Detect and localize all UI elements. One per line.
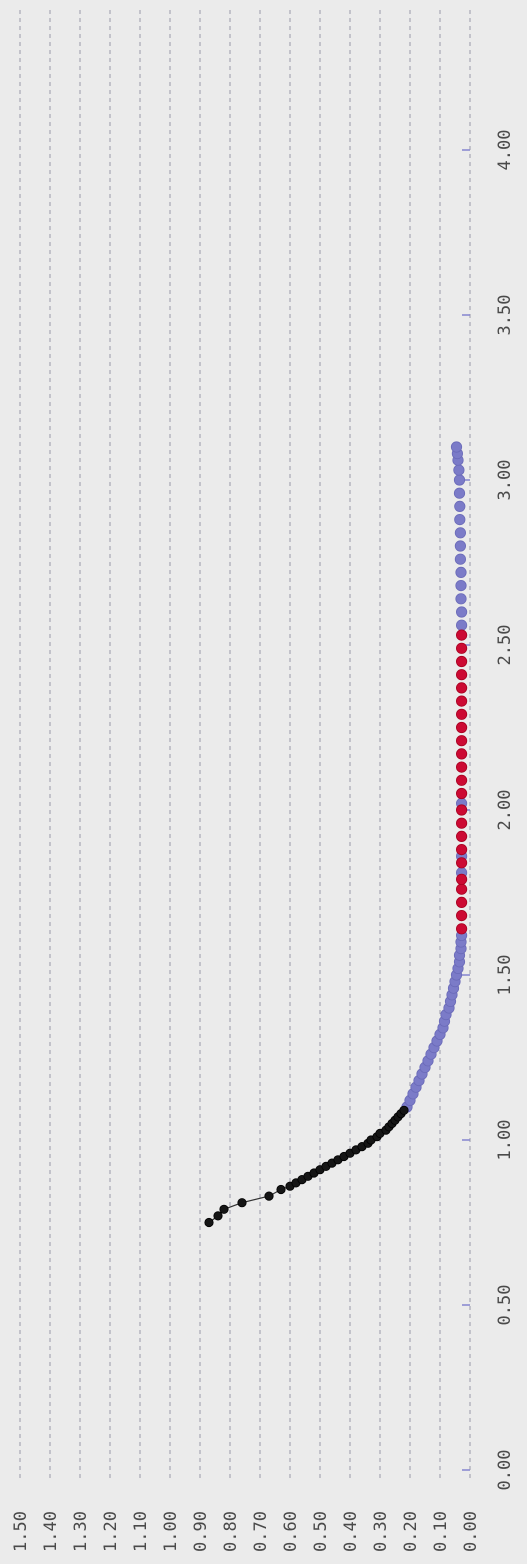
y-tick-label: 1.50 [11, 1511, 31, 1552]
data-point-red-22 [455, 629, 468, 641]
y-tick-label: 0.80 [221, 1511, 241, 1552]
data-point-black-4 [264, 1191, 274, 1201]
data-point-red-18 [455, 682, 468, 694]
data-point-red-8 [455, 817, 468, 829]
data-point-blue-34 [455, 566, 467, 579]
x-tick-label: 0.00 [495, 1450, 515, 1491]
x-tick-label: 4.00 [495, 130, 515, 171]
data-point-red-0 [455, 923, 468, 935]
data-point-black-1 [213, 1211, 223, 1221]
x-tick-label: 1.50 [495, 955, 515, 996]
data-point-red-12 [455, 761, 468, 773]
data-point-blue-40 [453, 487, 466, 499]
y-tick-label: 0.20 [401, 1511, 421, 1552]
x-tick-label: 0.50 [495, 1285, 515, 1326]
data-point-blue-33 [455, 579, 467, 592]
y-tick-label: 0.40 [341, 1511, 361, 1552]
data-point-blue-31 [455, 606, 468, 618]
data-point-blue-42 [453, 464, 465, 476]
data-point-blue-45 [450, 441, 463, 453]
data-point-red-6 [455, 843, 468, 856]
data-point-blue-36 [454, 540, 466, 552]
x-tick-label: 2.00 [495, 790, 515, 831]
y-tick-label: 1.40 [41, 1511, 61, 1552]
data-point-black-3 [237, 1198, 247, 1208]
data-point-blue-41 [453, 474, 466, 486]
data-point-red-7 [455, 830, 468, 843]
y-tick-label: 0.10 [431, 1511, 451, 1552]
data-point-black-2 [219, 1204, 229, 1214]
y-tick-label: 1.10 [131, 1511, 151, 1552]
x-tick-label: 1.00 [495, 1120, 515, 1161]
data-point-red-21 [455, 642, 468, 654]
data-point-red-4 [455, 873, 468, 885]
data-point-red-14 [455, 735, 468, 747]
y-tick-label: 0.30 [371, 1511, 391, 1552]
x-tick-label: 3.50 [495, 295, 515, 336]
y-tick-label: 0.50 [311, 1511, 331, 1552]
data-point-red-16 [455, 708, 468, 720]
data-point-red-17 [455, 695, 468, 707]
y-tick-label: 0.90 [191, 1511, 211, 1552]
data-point-red-19 [455, 669, 468, 681]
data-point-red-9 [455, 804, 468, 816]
y-tick-label: 0.70 [251, 1511, 271, 1552]
y-tick-label: 1.00 [161, 1511, 181, 1552]
data-point-blue-38 [454, 513, 466, 526]
y-tick-label: 1.20 [101, 1511, 121, 1552]
data-point-red-10 [455, 787, 468, 800]
y-tick-label: 0.00 [461, 1511, 481, 1552]
data-point-black-0 [204, 1217, 214, 1228]
data-point-red-13 [455, 748, 468, 760]
y-tick-label: 1.30 [71, 1511, 91, 1552]
data-point-blue-35 [454, 553, 466, 565]
data-point-red-5 [455, 857, 468, 869]
data-point-blue-39 [454, 500, 466, 512]
y-tick-label: 0.60 [281, 1511, 301, 1552]
data-point-red-11 [455, 774, 468, 786]
data-point-black-5 [276, 1184, 286, 1195]
x-tick-label: 3.00 [495, 460, 515, 501]
data-point-red-15 [455, 721, 468, 734]
data-point-blue-32 [455, 593, 467, 605]
data-point-red-1 [455, 909, 468, 922]
data-point-red-3 [455, 883, 468, 895]
data-point-blue-37 [454, 527, 466, 539]
data-point-blue-30 [455, 619, 468, 631]
data-point-black-29 [399, 1105, 409, 1115]
data-point-red-2 [455, 896, 468, 909]
data-point-red-20 [455, 655, 468, 668]
x-tick-label: 2.50 [495, 625, 515, 666]
